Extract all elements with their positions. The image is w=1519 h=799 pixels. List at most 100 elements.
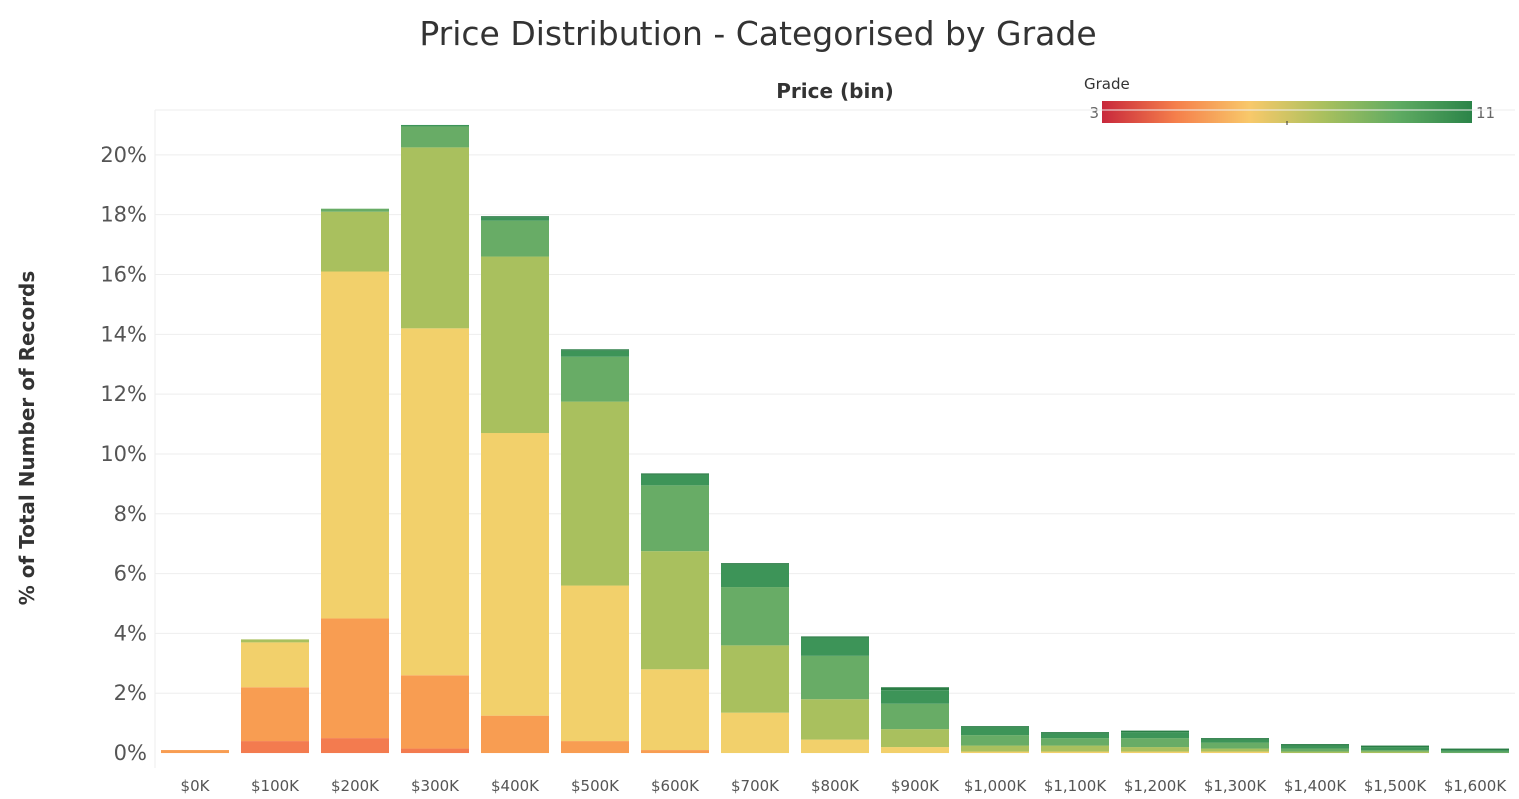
bar-segment-grade-8[interactable] [1121,747,1189,752]
bar-segment-grade-10[interactable] [961,727,1029,736]
bar-segment-grade-10[interactable] [721,564,789,588]
bar-segment-grade-8[interactable] [1281,751,1349,754]
bar-segment-grade-8[interactable] [801,699,869,740]
bar-segment-grade-8[interactable] [961,745,1029,752]
bar-segment-grade-10[interactable] [561,350,629,357]
bar-segment-grade-10[interactable] [641,474,709,486]
bar-segment-grade-11[interactable] [481,216,549,218]
x-tick-label: $400K [491,777,540,795]
bar-segment-grade-10[interactable] [1441,750,1509,752]
bar-segment-grade-7[interactable] [641,669,709,751]
bar-segment-grade-11[interactable] [1201,738,1269,740]
bar-segment-grade-9[interactable] [1121,738,1189,748]
bar-segment-grade-7[interactable] [321,271,389,619]
bar-segment-grade-5[interactable] [321,738,389,754]
bar-segment-grade-9[interactable] [401,126,469,148]
bar-segment-grade-9[interactable] [321,208,389,212]
x-tick-label: $800K [811,777,860,795]
bar-segment-grade-7[interactable] [481,433,549,716]
y-tick-label: 0% [114,741,147,765]
bar-segment-grade-8[interactable] [1041,745,1109,752]
bar-segment-grade-10[interactable] [1361,747,1429,751]
bar-segment-grade-11[interactable] [561,349,629,351]
x-tick-label: $1,100K [1044,777,1107,795]
bar-segment-grade-9[interactable] [1201,742,1269,749]
bar-segment-grade-7[interactable] [1201,751,1269,754]
bar-segment-grade-11[interactable] [801,636,869,638]
bar-segment-grade-7[interactable] [561,585,629,742]
bar-segment-grade-11[interactable] [1441,748,1509,751]
bar-segment-grade-5[interactable] [241,741,309,754]
bar-segment-grade-10[interactable] [401,124,469,127]
x-tick-label: $1,000K [964,777,1027,795]
bar-segment-grade-7[interactable] [721,712,789,754]
bar-segment-grade-8[interactable] [641,551,709,670]
bar-segment-grade-8[interactable] [1201,748,1269,752]
bar-segment-grade-9[interactable] [1041,738,1109,746]
bar-segment-grade-10[interactable] [881,690,949,704]
bar-segment-grade-7[interactable] [241,642,309,688]
bar-segment-grade-8[interactable] [1361,751,1429,754]
bar-segment-grade-9[interactable] [481,220,549,257]
x-axis-ticks: $0K $100K $200K $300K $400K $500K $600K $700K $8… [181,777,1508,795]
bar-segment-grade-9[interactable] [961,735,1029,746]
bar-segment-grade-11[interactable] [1121,730,1189,733]
bar-segment-grade-11[interactable] [881,687,949,691]
bar-segment-grade-7[interactable] [1121,751,1189,754]
bar-segment-grade-11[interactable] [1281,744,1349,746]
bar-segment-grade-7[interactable] [801,739,869,754]
bar-segment-grade-8[interactable] [721,645,789,713]
bar-segment-grade-9[interactable] [721,587,789,646]
bar-segment-grade-7[interactable] [401,328,469,676]
x-tick-label: $1,400K [1284,777,1347,795]
bar-segment-grade-9[interactable] [1441,751,1509,754]
bar-segment-grade-8[interactable] [561,401,629,586]
x-tick-label: $100K [251,777,300,795]
bar-segment-grade-11[interactable] [641,473,709,475]
bar-segment-grade-8[interactable] [321,211,389,272]
y-tick-label: 2% [114,681,147,705]
bar-segment-grade-9[interactable] [1281,748,1349,752]
bar-segment-grade-9[interactable] [881,703,949,730]
legend-title: Grade [1084,75,1130,93]
legend-color-ramp [1102,101,1472,123]
bar-segment-grade-10[interactable] [1041,733,1109,739]
y-tick-label: 8% [114,502,147,526]
bar-segment-grade-10[interactable] [481,217,549,221]
x-tick-label: $500K [571,777,620,795]
y-axis-ticks: 0% 2% 4% 6% 8% 10% 12% 14% 16% 18% 20% [100,143,147,765]
bar-segment-grade-5[interactable] [401,748,469,754]
bar-segment-grade-11[interactable] [961,726,1029,728]
bar-segment-grade-11[interactable] [721,563,789,565]
bars [161,124,1509,754]
bar-segment-grade-9[interactable] [1361,750,1429,752]
bar-segment-grade-9[interactable] [801,655,869,700]
y-tick-label: 14% [100,322,147,346]
bar-segment-grade-10[interactable] [1121,732,1189,739]
bar-segment-grade-8[interactable] [241,639,309,643]
bar-segment-grade-8[interactable] [481,256,549,434]
y-tick-label: 18% [100,203,147,227]
bar-segment-grade-9[interactable] [561,356,629,402]
bar-segment-grade-6[interactable] [401,675,469,749]
bar-segment-grade-8[interactable] [881,729,949,748]
bar-segment-grade-6[interactable] [161,750,229,754]
bar-segment-grade-7[interactable] [1041,751,1109,754]
bar-segment-grade-10[interactable] [1281,745,1349,749]
bar-segment-grade-7[interactable] [881,747,949,754]
bar-segment-grade-7[interactable] [961,751,1029,754]
bar-segment-grade-6[interactable] [561,741,629,754]
bar-segment-grade-6[interactable] [321,618,389,739]
bar-segment-grade-9[interactable] [641,485,709,552]
y-tick-label: 10% [100,442,147,466]
bar-segment-grade-8[interactable] [401,147,469,329]
bar-segment-grade-6[interactable] [241,687,309,742]
bar-segment-grade-10[interactable] [801,637,869,656]
bar-segment-grade-10[interactable] [1201,739,1269,743]
bar-segment-grade-11[interactable] [1041,732,1109,734]
x-tick-label: $900K [891,777,940,795]
bar-segment-grade-11[interactable] [1361,745,1429,748]
bar-segment-grade-6[interactable] [481,715,549,754]
bar-segment-grade-6[interactable] [641,750,709,754]
